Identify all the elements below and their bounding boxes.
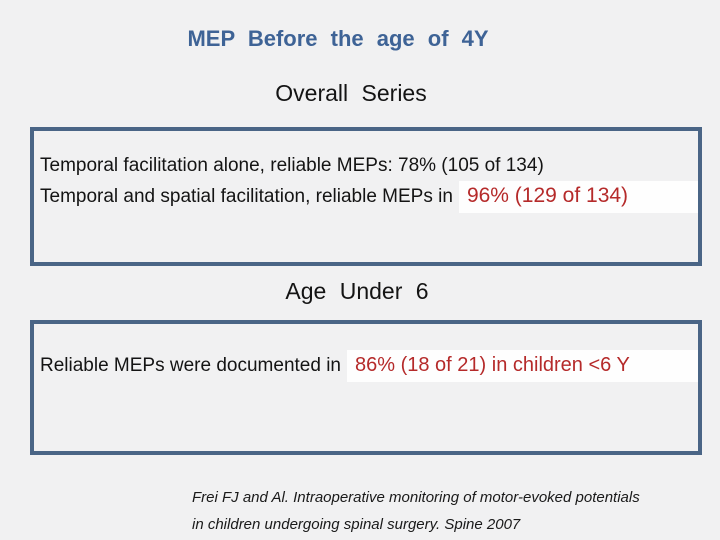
- highlighted-result: 86% (18 of 21) in children <6 Y: [347, 350, 698, 382]
- citation: Frei FJ and Al. Intraoperative monitorin…: [192, 484, 640, 538]
- slide-title: MEP Before the age of 4Y: [187, 26, 489, 51]
- result-text: Temporal and spatial facilitation, relia…: [40, 186, 453, 207]
- result-text: Reliable MEPs were documented in: [40, 355, 341, 376]
- result-line-temporal-alone: Temporal facilitation alone, reliable ME…: [40, 155, 544, 176]
- citation-line-2: in children undergoing spinal surgery. S…: [192, 516, 521, 533]
- citation-line-1: Frei FJ and Al. Intraoperative monitorin…: [192, 489, 640, 506]
- result-line-under6: Reliable MEPs were documented in 86% (18…: [40, 350, 698, 382]
- results-box-under6: Reliable MEPs were documented in 86% (18…: [30, 320, 702, 455]
- section-heading-under6: Age Under 6: [285, 278, 429, 304]
- highlighted-result: 96% (129 of 134): [458, 181, 698, 213]
- result-line-temporal-spatial: Temporal and spatial facilitation, relia…: [40, 181, 698, 213]
- results-box-overall: Temporal facilitation alone, reliable ME…: [30, 127, 702, 266]
- section-heading-overall: Overall Series: [275, 80, 427, 106]
